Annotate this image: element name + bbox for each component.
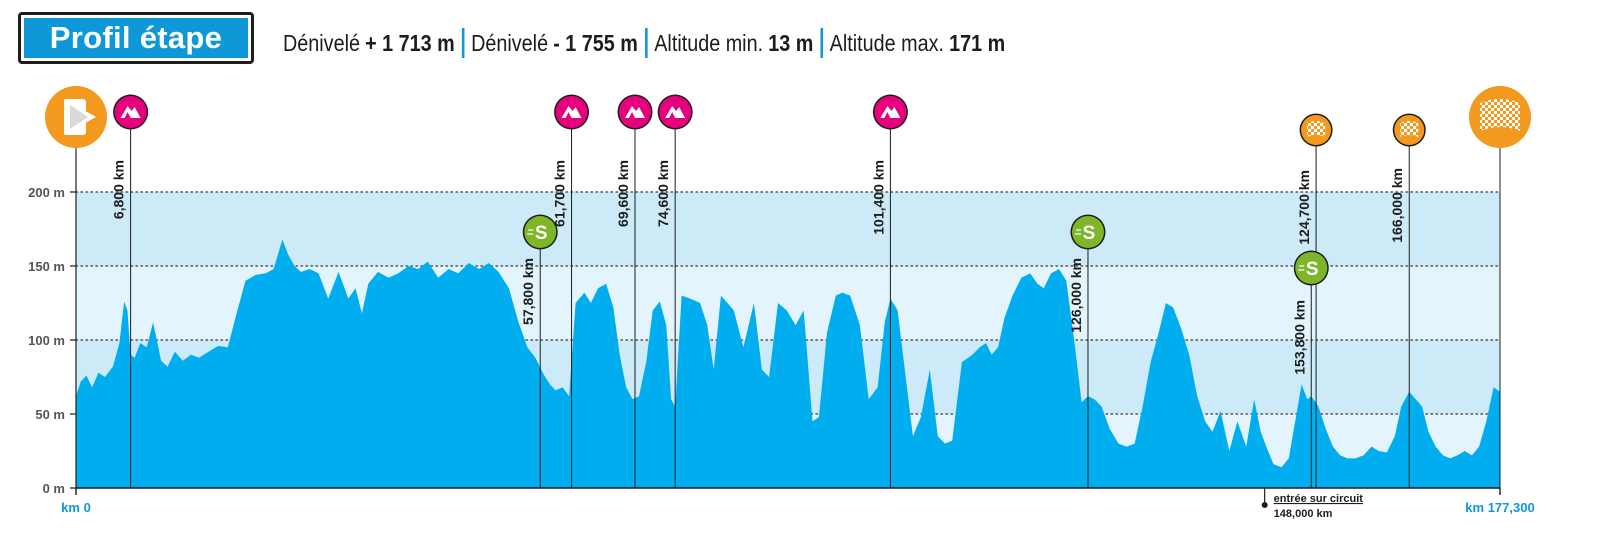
- altitude-band: [76, 192, 1500, 266]
- start-arrow-shade: [70, 105, 88, 129]
- mountain-shade: [628, 112, 635, 118]
- marker-checkered: 124,700 km: [1296, 113, 1333, 488]
- marker-km-label: 6,800 km: [111, 160, 127, 219]
- stat-label: Dénivelé: [471, 29, 549, 56]
- mountain-shade: [884, 112, 891, 118]
- stat-separator: [461, 28, 465, 58]
- marker-km-label: 69,600 km: [615, 160, 631, 227]
- marker-mountain: 61,700 km: [552, 94, 590, 488]
- marker-km-label: 126,000 km: [1068, 258, 1084, 333]
- mountain-peaks-icon: [624, 106, 645, 118]
- stat-value: 171 m: [949, 29, 1006, 56]
- stat-separator: [644, 28, 648, 58]
- marker-km-label: 101,400 km: [870, 160, 886, 235]
- sprint-icon: [524, 216, 557, 248]
- axes-group: 0 m 50 m 100 m 150 m 200 m km 0 km 177,300 entr…: [28, 150, 1535, 520]
- stat-value: - 1 755 m: [553, 29, 638, 56]
- profile-area-group: [76, 239, 1500, 488]
- marker-mountain: 69,600 km: [615, 94, 653, 488]
- checkered-flag-icon: [1480, 99, 1520, 131]
- stat-label: Dénivelé: [283, 29, 360, 56]
- stat-elevation-gain: Dénivelé + 1 713 m: [283, 30, 455, 57]
- marker-sprint: S 126,000 km: [1068, 214, 1106, 488]
- stat-label: Altitude max.: [829, 29, 945, 56]
- y-tick-label: 150 m: [28, 259, 65, 274]
- sprint-letter: S: [1306, 259, 1319, 280]
- stat-label: Altitude min.: [654, 29, 764, 56]
- marker-km-label: 166,000 km: [1389, 168, 1405, 243]
- marker-km-label: 61,700 km: [552, 160, 568, 227]
- x-start-label: km 0: [61, 500, 91, 515]
- title-badge: Profil étape: [18, 12, 254, 64]
- checkered-flag-icon: [1400, 121, 1419, 137]
- mountain-shade: [565, 112, 572, 118]
- mountain-shade: [669, 112, 676, 118]
- mountain-peaks-icon: [120, 106, 141, 118]
- stat-elevation-loss: Dénivelé - 1 755 m: [471, 30, 638, 57]
- marker-km-label: 124,700 km: [1296, 170, 1312, 245]
- mountain-peaks-icon: [880, 106, 901, 118]
- y-tick-label: 200 m: [28, 185, 65, 200]
- marker-km-label: 57,800 km: [520, 258, 536, 325]
- mountain-shade: [124, 112, 131, 118]
- sprint-icon: [1295, 252, 1328, 284]
- marker-mountain: 6,800 km: [111, 94, 149, 488]
- page-title: Profil étape: [24, 18, 248, 58]
- x-end-label: km 177,300: [1465, 500, 1534, 515]
- stat-separator: [820, 28, 823, 58]
- checkered-flag-icon: [1307, 121, 1326, 137]
- marker-finish: [1469, 86, 1531, 488]
- stat-altitude-min: Altitude min. 13 m: [654, 30, 813, 57]
- sprint-icon: [1071, 216, 1104, 248]
- marker-km-label: 153,800 km: [1291, 300, 1307, 375]
- marker-mountain: 101,400 km: [870, 94, 908, 488]
- marker-mountain: 74,600 km: [655, 94, 693, 488]
- markers-group: 6,800 km S 57,800 km 61,700 km 69,600 km 74,6…: [45, 86, 1531, 488]
- y-tick-label: 100 m: [28, 333, 65, 348]
- circuit-entry-text: entrée sur circuit: [1274, 493, 1364, 505]
- sprint-letter: S: [535, 223, 548, 244]
- marker-sprint: S 153,800 km: [1291, 250, 1329, 488]
- y-tick-label: 50 m: [35, 407, 65, 422]
- mountain-peaks-icon: [561, 106, 582, 118]
- sprint-letter: S: [1083, 223, 1096, 244]
- stat-altitude-max: Altitude max. 171 m: [830, 30, 1006, 57]
- marker-km-label: 74,600 km: [655, 160, 671, 227]
- stat-value: + 1 713 m: [365, 29, 455, 56]
- marker-checkered: 166,000 km: [1389, 113, 1426, 488]
- circuit-entry-dot: [1261, 502, 1268, 508]
- stage-stats: Dénivelé + 1 713 m Dénivelé - 1 755 m Al…: [283, 26, 1005, 60]
- circuit-entry-km: 148,000 km: [1274, 508, 1333, 520]
- y-tick-label: 0 m: [43, 481, 65, 496]
- elevation-profile-area: [76, 239, 1500, 488]
- stat-value: 13 m: [768, 29, 814, 56]
- marker-sprint: S 57,800 km: [520, 214, 558, 488]
- mountain-peaks-icon: [665, 106, 686, 118]
